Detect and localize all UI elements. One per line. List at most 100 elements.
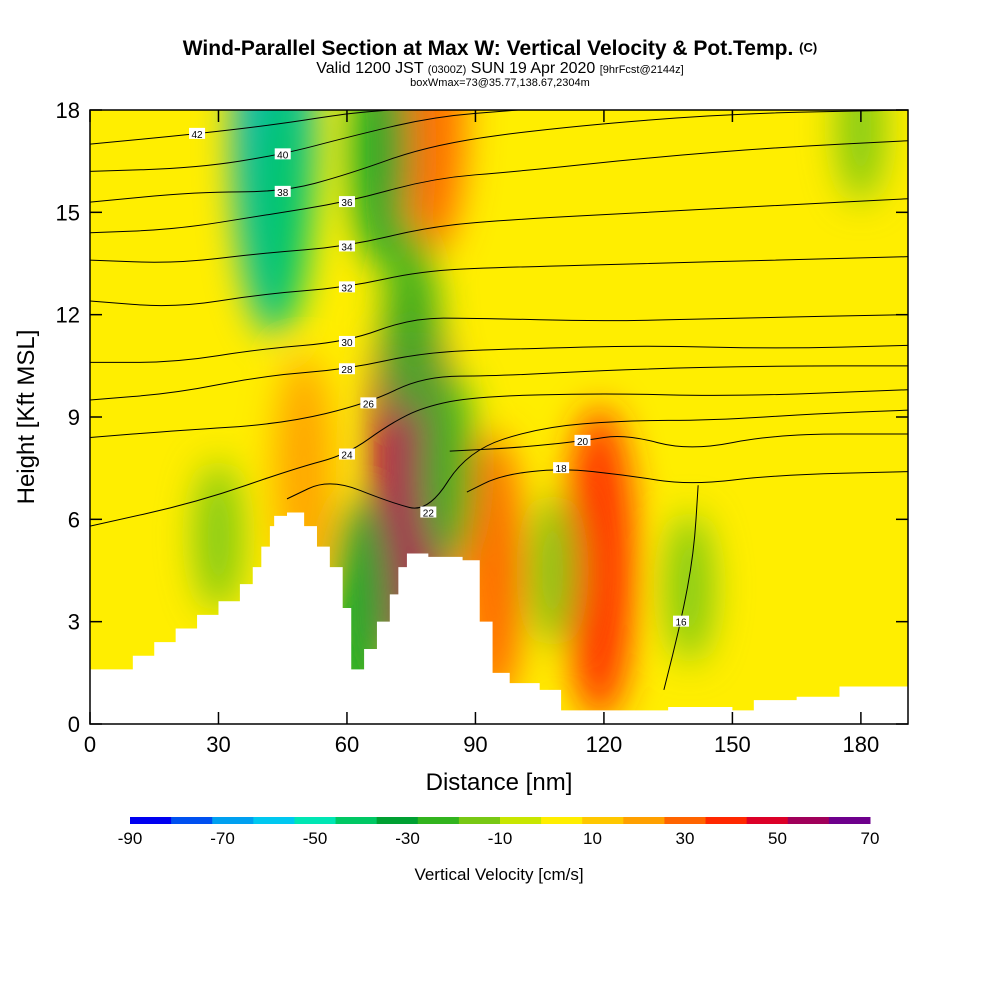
terrain bbox=[90, 512, 908, 724]
velocity-core-11 bbox=[528, 495, 577, 646]
theta-contour-42 bbox=[90, 110, 390, 145]
valid-zulu: (0300Z) bbox=[427, 64, 467, 76]
theta-label-30: 30 bbox=[341, 338, 353, 349]
colorbar-swatch-6 bbox=[376, 817, 419, 824]
theta-label-bg-28 bbox=[338, 363, 355, 375]
theta-label-bg-24 bbox=[338, 448, 355, 460]
x-tick-label-120: 120 bbox=[586, 732, 623, 757]
y-tick-label-9: 9 bbox=[68, 405, 80, 430]
colorbar-swatch-12 bbox=[623, 817, 665, 824]
theta-label-32: 32 bbox=[341, 283, 353, 294]
velocity-core-12 bbox=[665, 512, 714, 663]
theta-label-bg-38 bbox=[274, 185, 291, 197]
theta-label-42: 42 bbox=[192, 130, 204, 141]
theta-contour-34 bbox=[90, 198, 908, 263]
colorbar-swatch-8 bbox=[458, 817, 501, 824]
theta-label-26: 26 bbox=[363, 399, 375, 410]
x-tick-label-90: 90 bbox=[463, 732, 487, 757]
y-axis-label: Height [Kft MSL] bbox=[13, 330, 40, 505]
colorbar-swatch-13 bbox=[664, 817, 707, 824]
colorbar-tick--10: -10 bbox=[488, 829, 513, 848]
colorbar-tick-50: 50 bbox=[768, 829, 787, 848]
theta-label-bg-36 bbox=[338, 196, 355, 208]
colorbar-swatch-2 bbox=[212, 817, 254, 824]
theta-label-20: 20 bbox=[577, 437, 589, 448]
colorbar-swatch-17 bbox=[828, 817, 871, 824]
colorbar-tick--70: -70 bbox=[210, 829, 235, 848]
colorbar-swatch-5 bbox=[335, 817, 378, 824]
velocity-core-7 bbox=[351, 110, 411, 267]
theta-label-bg-26 bbox=[360, 397, 377, 409]
theta-label-bg-22 bbox=[420, 506, 437, 518]
valid-time-line: Valid 1200 JST (0300Z) SUN 19 Apr 2020 [… bbox=[0, 60, 1000, 78]
theta-label-bg-42 bbox=[189, 127, 206, 139]
velocity-core-13 bbox=[836, 110, 885, 203]
theta-label-bg-30 bbox=[338, 335, 355, 347]
y-tick-label-18: 18 bbox=[56, 98, 80, 123]
valid-prefix: Valid 1200 JST bbox=[316, 60, 424, 77]
theta-contour-22 bbox=[286, 409, 908, 509]
theta-contour-18 bbox=[466, 469, 908, 493]
theta-label-22: 22 bbox=[423, 509, 435, 520]
colorbar-label: Vertical Velocity [cm/s] bbox=[414, 865, 583, 884]
chart-title-text: Wind-Parallel Section at Max W: Vertical… bbox=[182, 37, 794, 60]
colorbar-tick-30: 30 bbox=[676, 829, 695, 848]
chart-title: Wind-Parallel Section at Max W: Vertical… bbox=[0, 37, 1000, 61]
colorbar-tick-10: 10 bbox=[583, 829, 602, 848]
x-axis-label: Distance [nm] bbox=[426, 769, 573, 796]
theta-contour-32 bbox=[90, 256, 908, 307]
colorbar-swatch-0 bbox=[130, 817, 172, 824]
colorbar-swatch-7 bbox=[417, 817, 460, 824]
colorbar-swatch-15 bbox=[746, 817, 789, 824]
box-info: boxWmax=73@35.77,138.67,2304m bbox=[410, 77, 590, 89]
y-tick-label-15: 15 bbox=[56, 200, 80, 225]
colorbar-tick--90: -90 bbox=[118, 829, 143, 848]
velocity-core-14 bbox=[194, 461, 243, 612]
theta-label-40: 40 bbox=[277, 150, 289, 161]
theta-label-bg-16 bbox=[673, 615, 690, 627]
x-tick-label-150: 150 bbox=[714, 732, 751, 757]
colorbar-swatch-14 bbox=[705, 817, 748, 824]
valid-date: SUN 19 Apr 2020 bbox=[470, 60, 596, 77]
colorbar-tick--50: -50 bbox=[303, 829, 328, 848]
colorbar-swatch-1 bbox=[171, 817, 213, 824]
colorbar-swatch-11 bbox=[582, 817, 624, 824]
theta-label-24: 24 bbox=[341, 451, 353, 462]
x-tick-label-60: 60 bbox=[335, 732, 359, 757]
theta-label-36: 36 bbox=[341, 198, 353, 209]
colorbar-tick-70: 70 bbox=[861, 829, 880, 848]
theta-label-38: 38 bbox=[277, 188, 289, 199]
velocity-core-6 bbox=[245, 110, 311, 332]
theta-label-34: 34 bbox=[341, 242, 353, 253]
colorbar-swatch-10 bbox=[541, 817, 583, 824]
theta-label-18: 18 bbox=[556, 464, 568, 475]
x-tick-label-0: 0 bbox=[84, 732, 96, 757]
theta-label-bg-18 bbox=[553, 462, 570, 474]
theta-contour-24 bbox=[90, 389, 908, 527]
colorbar-swatch-16 bbox=[787, 817, 830, 824]
theta-contour-38 bbox=[90, 110, 908, 203]
theta-contour-30 bbox=[90, 314, 908, 363]
colorbar-tick--30: -30 bbox=[395, 829, 420, 848]
y-tick-label-6: 6 bbox=[68, 507, 80, 532]
theta-label-16: 16 bbox=[675, 618, 687, 629]
colorbar-swatch-9 bbox=[500, 817, 542, 824]
theta-label-bg-40 bbox=[274, 148, 291, 160]
theta-label-28: 28 bbox=[341, 365, 353, 376]
y-tick-label-3: 3 bbox=[68, 610, 80, 635]
theta-contour-26 bbox=[90, 365, 908, 438]
x-tick-label-180: 180 bbox=[843, 732, 880, 757]
y-tick-label-12: 12 bbox=[56, 303, 80, 328]
theta-contour-16 bbox=[663, 485, 699, 691]
forecast-info: [9hrFcst@2144z] bbox=[599, 64, 684, 76]
theta-contour-36 bbox=[90, 140, 908, 234]
theta-label-bg-32 bbox=[338, 281, 355, 293]
colorbar-swatch-3 bbox=[253, 817, 295, 824]
velocity-core-1 bbox=[564, 406, 635, 721]
theta-contour-20 bbox=[449, 433, 908, 452]
chart-title-suffix: (C) bbox=[799, 40, 818, 55]
y-tick-label-0: 0 bbox=[68, 712, 80, 737]
velocity-core-4 bbox=[400, 110, 466, 254]
theta-label-bg-34 bbox=[338, 240, 355, 252]
colorbar-swatch-4 bbox=[294, 817, 337, 824]
